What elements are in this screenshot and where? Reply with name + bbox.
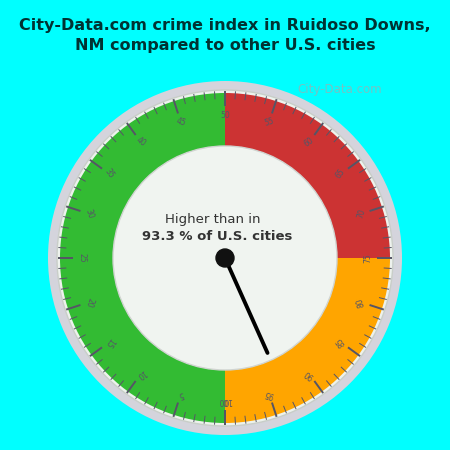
Text: 40: 40 bbox=[135, 136, 148, 149]
Text: 20: 20 bbox=[83, 296, 95, 308]
Text: 45: 45 bbox=[175, 116, 187, 128]
Text: 55: 55 bbox=[263, 116, 275, 128]
Text: 35: 35 bbox=[103, 167, 116, 180]
Text: 75: 75 bbox=[364, 253, 373, 263]
Text: City-Data.com crime index in Ruidoso Downs,: City-Data.com crime index in Ruidoso Dow… bbox=[19, 18, 431, 33]
Text: 5: 5 bbox=[177, 389, 184, 399]
Text: 65: 65 bbox=[334, 167, 347, 180]
Text: 80: 80 bbox=[355, 296, 367, 308]
Circle shape bbox=[216, 249, 234, 267]
Text: 25: 25 bbox=[77, 253, 86, 263]
Text: 100: 100 bbox=[218, 396, 232, 405]
Text: 10: 10 bbox=[135, 367, 148, 380]
Wedge shape bbox=[225, 93, 390, 258]
Text: 85: 85 bbox=[334, 336, 347, 349]
Circle shape bbox=[57, 90, 393, 426]
Text: 95: 95 bbox=[263, 388, 275, 400]
Wedge shape bbox=[60, 93, 225, 423]
Text: 93.3 % of U.S. cities: 93.3 % of U.S. cities bbox=[142, 230, 292, 243]
Circle shape bbox=[113, 146, 337, 370]
Wedge shape bbox=[48, 81, 402, 435]
Text: Higher than in: Higher than in bbox=[165, 213, 261, 226]
Text: 90: 90 bbox=[302, 367, 315, 380]
Text: City-Data.com: City-Data.com bbox=[298, 84, 382, 96]
Text: NM compared to other U.S. cities: NM compared to other U.S. cities bbox=[75, 38, 375, 53]
Text: 0: 0 bbox=[223, 396, 227, 405]
Text: 30: 30 bbox=[83, 208, 95, 220]
Text: 60: 60 bbox=[302, 136, 315, 149]
Text: 70: 70 bbox=[355, 208, 367, 220]
Text: 15: 15 bbox=[103, 336, 116, 349]
Wedge shape bbox=[225, 258, 390, 423]
Text: 50: 50 bbox=[220, 111, 230, 120]
